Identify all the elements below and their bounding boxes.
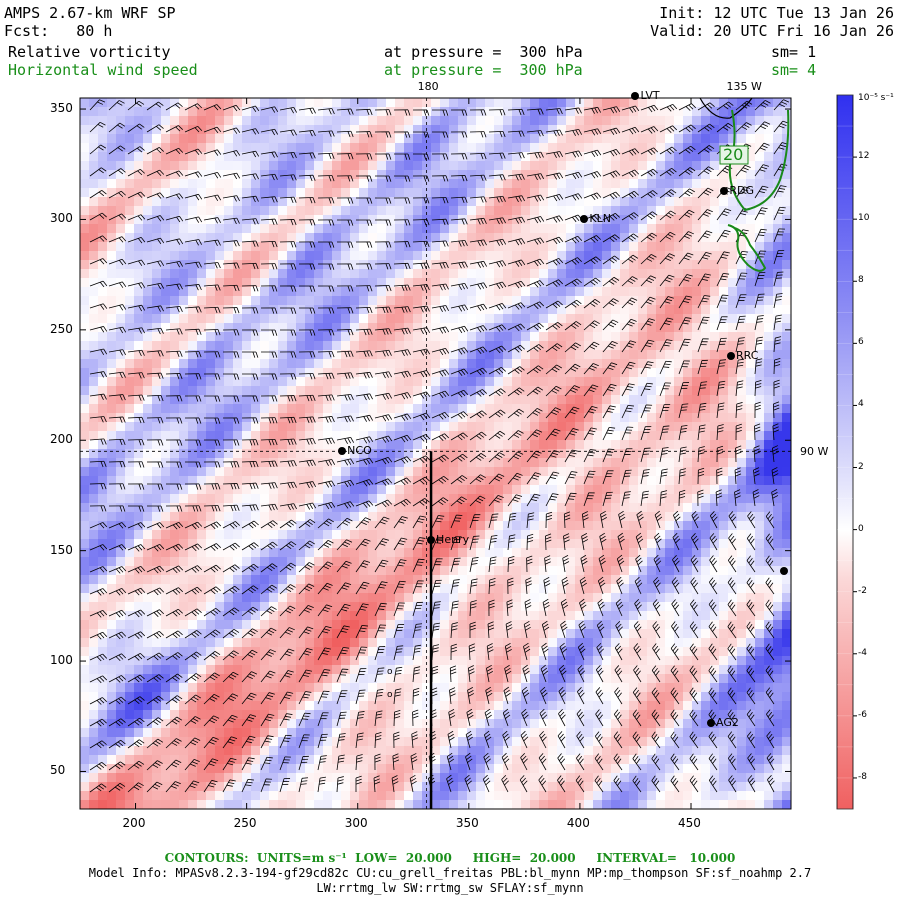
station-label: LVT — [640, 88, 660, 102]
station-marker-small: o — [387, 690, 393, 700]
y-tick-label: 250 — [50, 321, 73, 336]
x-tick-label: 450 — [678, 816, 701, 830]
station-marker — [427, 535, 436, 544]
station-label: AG2 — [716, 715, 739, 729]
colorbar-tick-label: 8 — [858, 275, 864, 286]
x-tick-label: 350 — [455, 816, 479, 830]
station-label: NCO — [347, 444, 372, 458]
station-marker — [780, 566, 789, 575]
station-marker — [727, 352, 735, 361]
colorbar-tick-label: 10 — [858, 213, 870, 224]
field2-smoothing: sm= 4 — [771, 61, 817, 79]
title: AMPS 2.67-km WRF SP — [4, 4, 176, 22]
y-tick-label: 200 — [50, 432, 73, 447]
colorbar-tick-label: -4 — [858, 647, 867, 658]
field2-level: at pressure = 300 hPa — [384, 61, 583, 79]
init-time: Init: 12 UTC Tue 13 Jan 26 — [659, 4, 894, 22]
y-tick-label: 350 — [50, 101, 73, 116]
colorbar-tick-label: 2 — [858, 461, 864, 472]
station-label: Henry — [436, 532, 470, 546]
field1-smoothing: sm= 1 — [771, 43, 817, 61]
colorbar — [836, 94, 857, 810]
meridian-label: 90 W — [800, 445, 829, 459]
colorbar-tick-label: 0 — [858, 523, 864, 534]
field2-name: Horizontal wind speed — [8, 61, 198, 79]
station-label: RRC — [736, 349, 759, 363]
x-tick-label: 250 — [233, 816, 257, 830]
model-info-physics: LW:rrtmg_lw SW:rrtmg_sw SFLAY:sf_mynn — [316, 881, 584, 895]
contours-info: CONTOURS: UNITS=m s⁻¹ LOW= 20.000 HIGH= … — [164, 851, 736, 865]
station-marker-small: o — [387, 667, 393, 677]
colorbar-tick-label: -2 — [858, 585, 867, 596]
valid-time: Valid: 20 UTC Fri 16 Jan 26 — [650, 22, 894, 40]
vorticity-field — [80, 98, 791, 809]
model-info: Model Info: MPASv8.2.3-194-gf29cd82c CU:… — [88, 866, 812, 880]
colorbar-tick-label: 6 — [858, 337, 864, 348]
station-marker — [631, 91, 640, 100]
field1-name: Relative vorticity — [8, 43, 171, 61]
station-label: RDG — [729, 183, 754, 197]
y-tick-label: 300 — [50, 211, 73, 226]
colorbar-unit: 10⁻⁵ s⁻¹ — [858, 93, 894, 103]
y-tick-label: 100 — [50, 653, 73, 668]
station-marker — [580, 215, 589, 224]
colorbar-tick-label: 12 — [858, 151, 870, 162]
y-tick-label: 150 — [50, 542, 73, 557]
station-marker — [338, 447, 347, 456]
x-tick-label: 400 — [566, 816, 590, 830]
x-tick-label: 200 — [122, 816, 146, 830]
contour-label: 20 — [723, 145, 744, 164]
y-tick-label: 50 — [50, 763, 66, 778]
station-marker — [707, 718, 715, 727]
colorbar-tick-label: -6 — [858, 709, 867, 720]
colorbar-tick-label: 4 — [858, 399, 864, 410]
x-tick-label: 300 — [344, 816, 368, 830]
meridian-label: 135 W — [726, 80, 762, 93]
forecast-hour: Fcst: 80 h — [4, 22, 113, 40]
meridian-label: 180 — [417, 80, 439, 93]
wind-barbs — [89, 99, 790, 793]
station-marker — [720, 186, 729, 195]
colorbar-tick-label: -8 — [858, 771, 867, 782]
station-label: KLN — [589, 212, 611, 226]
field1-level: at pressure = 300 hPa — [384, 43, 583, 61]
